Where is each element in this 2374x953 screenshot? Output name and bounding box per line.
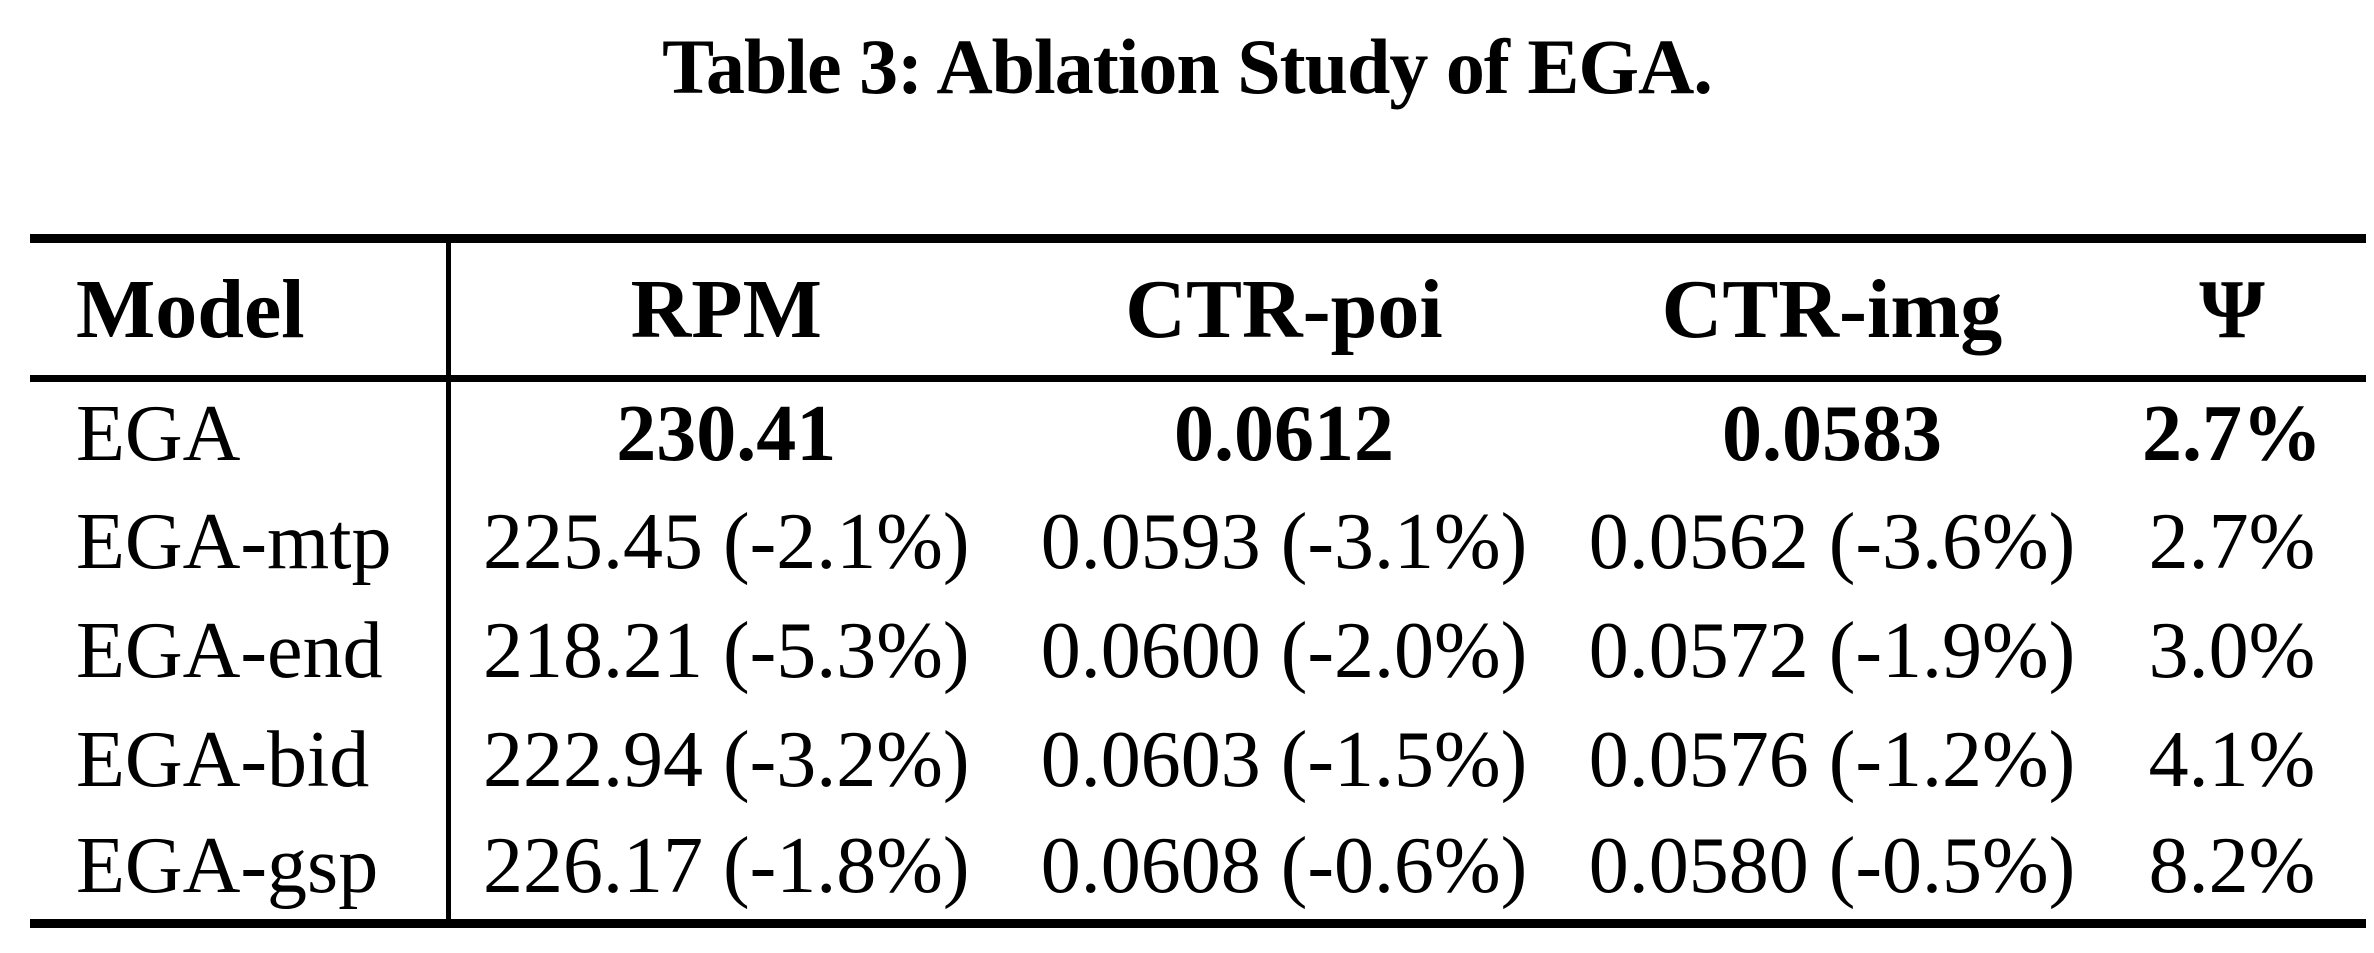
table-body: EGA 230.41 0.0612 0.0583 2.7% EGA-mtp 22… <box>30 378 2366 924</box>
col-header-ctr-poi: CTR-poi <box>1002 238 1566 382</box>
col-header-ctr-img: CTR-img <box>1566 238 2098 382</box>
cell-rpm: 218.21 (-5.3%) <box>445 596 1002 706</box>
cell-psi: 8.2% <box>2148 822 2316 911</box>
header-row: Model RPM CTR-poi CTR-img Ψ <box>30 238 2366 382</box>
cell-psi: 3.0% <box>2148 606 2316 695</box>
cell-ctr-poi: 0.0600 (-2.0%) <box>1040 606 1528 695</box>
cell-rpm: 226.17 (-1.8%) <box>445 814 1002 924</box>
cell-rpm: 230.41 <box>445 378 1002 488</box>
cell-model: EGA-bid <box>76 715 370 804</box>
cell-model: EGA-mtp <box>76 497 392 586</box>
cell-ctr-img: 0.0572 (-1.9%) <box>1588 606 2076 695</box>
table-header: Model RPM CTR-poi CTR-img Ψ <box>30 238 2366 382</box>
table-row: EGA 230.41 0.0612 0.0583 2.7% <box>30 378 2366 488</box>
cell-model: EGA-end <box>76 606 383 695</box>
cell-model: EGA <box>76 390 241 479</box>
cell-psi: 2.7% <box>2148 497 2316 586</box>
cell-ctr-poi: 0.0612 <box>1174 390 1394 479</box>
table-caption: Table 3: Ablation Study of EGA. <box>662 23 1713 110</box>
cell-ctr-img: 0.0562 (-3.6%) <box>1588 497 2076 586</box>
cell-model: EGA-gsp <box>76 822 379 911</box>
cell-ctr-img: 0.0576 (-1.2%) <box>1588 715 2076 804</box>
cell-rpm: 222.94 (-3.2%) <box>445 705 1002 815</box>
cell-ctr-img: 0.0580 (-0.5%) <box>1588 822 2076 911</box>
table-row: EGA-gsp 226.17 (-1.8%) 0.0608 (-0.6%) 0.… <box>30 814 2366 924</box>
cell-ctr-poi: 0.0603 (-1.5%) <box>1040 715 1528 804</box>
table-row: EGA-bid 222.94 (-3.2%) 0.0603 (-1.5%) 0.… <box>30 705 2366 815</box>
col-header-psi: Ψ <box>2098 238 2366 382</box>
ablation-table: Model RPM CTR-poi CTR-img Ψ EGA 230.41 0… <box>30 234 2366 928</box>
col-header-rpm: RPM <box>445 238 1002 382</box>
cell-ctr-poi: 0.0593 (-3.1%) <box>1040 497 1528 586</box>
cell-ctr-img: 0.0583 <box>1722 390 1942 479</box>
cell-psi: 4.1% <box>2148 715 2316 804</box>
cell-psi: 2.7% <box>2142 390 2322 479</box>
col-header-model: Model <box>30 238 448 382</box>
cell-rpm: 225.45 (-2.1%) <box>445 487 1002 597</box>
table-row: EGA-end 218.21 (-5.3%) 0.0600 (-2.0%) 0.… <box>30 596 2366 706</box>
cell-ctr-poi: 0.0608 (-0.6%) <box>1040 822 1528 911</box>
table-row: EGA-mtp 225.45 (-2.1%) 0.0593 (-3.1%) 0.… <box>30 487 2366 597</box>
